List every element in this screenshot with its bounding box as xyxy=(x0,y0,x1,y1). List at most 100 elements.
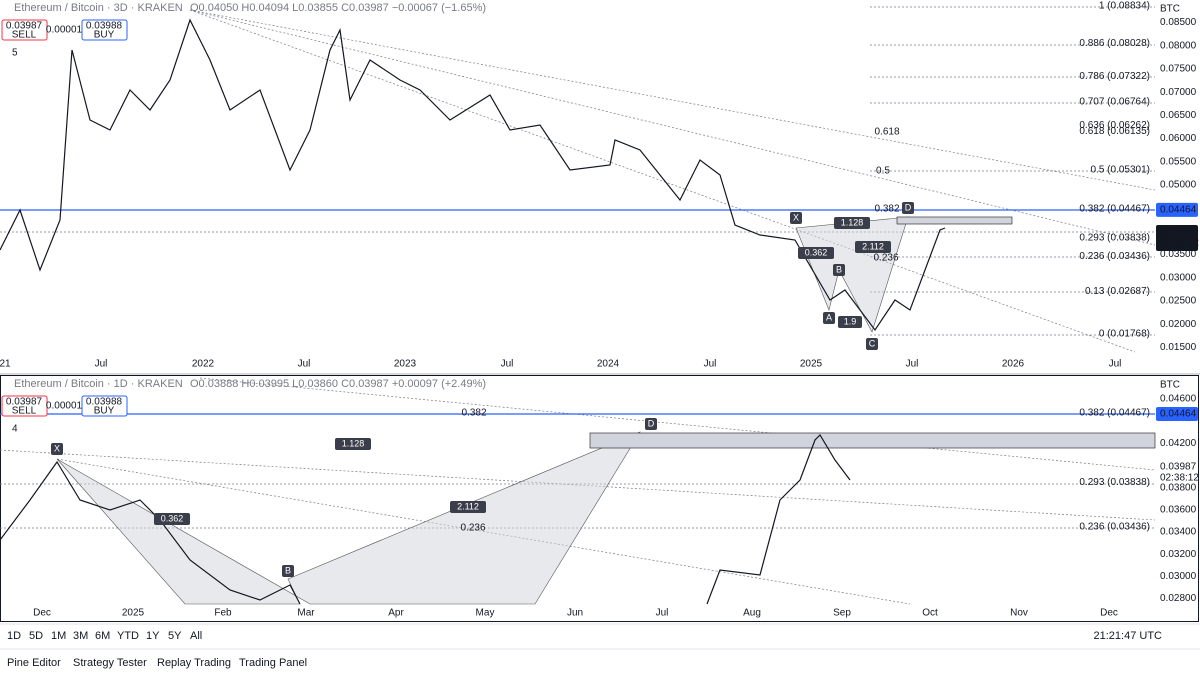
time-tick-label: 2026 xyxy=(1002,359,1025,370)
time-tick-label: Sep xyxy=(833,608,851,619)
pattern-label: C xyxy=(869,338,876,348)
level-price: 0.04464 xyxy=(1160,204,1197,215)
time-tick-label: 2024 xyxy=(597,359,620,370)
ohlc: O0.04050 H0.04094 L0.03855 C0.03987 −0.0… xyxy=(190,2,486,14)
buy-price: 0.03988 xyxy=(86,21,123,32)
bottom-tab[interactable]: Trading Panel xyxy=(239,657,307,669)
pattern-label: 0.236 xyxy=(873,253,898,264)
indicator-count: 5 xyxy=(12,48,18,59)
current-price: 0.03987 xyxy=(1160,227,1197,238)
legend: Ethereum / Bitcoin · 1D · KRAKEN xyxy=(14,378,183,390)
price-tick-label: 0.07500 xyxy=(1160,64,1197,75)
pattern-label: 0.362 xyxy=(805,247,828,257)
fib-label: 0.707 (0.06764) xyxy=(1079,97,1150,108)
range-button[interactable]: 1Y xyxy=(146,630,160,642)
price-tick-label: 0.03000 xyxy=(1160,272,1197,283)
label-box xyxy=(1,395,48,417)
label-box xyxy=(81,19,128,41)
pattern-label: 1.128 xyxy=(841,217,864,227)
time-tick-label: 2022 xyxy=(192,359,215,370)
label-box xyxy=(450,501,486,513)
time-tick-label: Jul xyxy=(906,359,919,370)
spread: 0.00001 xyxy=(46,25,83,36)
price-tick-label: 0.02000 xyxy=(1160,319,1197,330)
buy-button: BUY xyxy=(94,406,115,417)
bottom-tab[interactable]: Pine Editor xyxy=(7,657,61,669)
label-box xyxy=(81,395,128,417)
price-tick-label: 0.02500 xyxy=(1160,296,1197,307)
time-tick-label: Jul xyxy=(704,359,717,370)
label-box xyxy=(838,316,862,328)
bottom-pane-border xyxy=(0,375,1199,622)
pattern-label: 1.9 xyxy=(844,316,857,326)
pattern-label: A xyxy=(826,312,832,322)
time-tick-label: Dec xyxy=(1100,608,1118,619)
label-box xyxy=(1156,202,1198,217)
label-box xyxy=(902,202,914,214)
price-line xyxy=(0,18,946,332)
label-box xyxy=(51,443,63,455)
price-tick-label: 0.02800 xyxy=(1160,593,1197,604)
fib-label: 0.618 (0.06135) xyxy=(1079,126,1150,137)
price-tick-label: 0.08000 xyxy=(1160,40,1197,51)
price-line xyxy=(0,460,301,605)
indicator-count: 4 xyxy=(12,424,18,435)
time-tick-label: Mar xyxy=(297,608,315,619)
time-tick-label: Dec xyxy=(33,608,51,619)
label-box xyxy=(834,217,870,229)
fib-label: 0.382 (0.04467) xyxy=(1079,407,1150,418)
price-tick-label: 0.03000 xyxy=(1160,571,1197,582)
range-button[interactable]: 6M xyxy=(95,630,110,642)
pattern-label: B xyxy=(836,264,842,274)
pattern-label: 2.112 xyxy=(457,501,479,511)
range-button[interactable]: 5Y xyxy=(168,630,182,642)
label-box xyxy=(335,438,371,450)
fib-label: 1 (0.08834) xyxy=(1099,1,1150,12)
fib-label: 0.636 (0.06262) xyxy=(1079,120,1150,131)
pattern-label: 1.128 xyxy=(342,438,365,448)
range-button[interactable]: 1M xyxy=(51,630,66,642)
time-tick-label: Feb xyxy=(214,608,232,619)
range-button[interactable]: 1D xyxy=(7,630,21,642)
legend: Ethereum / Bitcoin · 3D · KRAKEN xyxy=(14,2,183,14)
range-button[interactable]: YTD xyxy=(117,630,139,642)
time-tick-label: 21 xyxy=(0,359,11,370)
pattern-label: 0.618 xyxy=(874,127,899,138)
label-box xyxy=(833,264,845,276)
time-tick-label: Aug xyxy=(743,608,761,619)
pattern-label: X xyxy=(54,443,60,453)
bottom-tab[interactable]: Strategy Tester xyxy=(73,657,147,669)
fib-label: 0.236 (0.03436) xyxy=(1079,251,1150,262)
price-tick-label: 0.04600 xyxy=(1160,394,1197,405)
label-box xyxy=(1156,407,1198,421)
range-button[interactable]: 5D xyxy=(29,630,43,642)
time-tick-label: Jul xyxy=(95,359,108,370)
sell-price: 0.03987 xyxy=(6,21,43,32)
time-tick-label: Jul xyxy=(298,359,311,370)
label-box xyxy=(645,418,657,430)
bottom-tab[interactable]: Replay Trading xyxy=(157,657,231,669)
time-tick-label: Jul xyxy=(1109,359,1122,370)
price-tick-label: 0.03400 xyxy=(1160,527,1197,538)
current-price: 0.03987 xyxy=(1160,462,1197,473)
fib-label: 0.5 (0.05301) xyxy=(1091,165,1151,176)
level-price: 0.04464 xyxy=(1160,409,1197,420)
buy-button: BUY xyxy=(94,30,115,41)
countdown: 02:38:12 xyxy=(1160,473,1199,484)
time-tick-label: Jun xyxy=(567,608,583,619)
currency: BTC xyxy=(1160,380,1180,391)
pattern-label: X xyxy=(793,212,799,222)
price-tick-label: 0.03800 xyxy=(1160,482,1197,493)
range-button[interactable]: 3M xyxy=(73,630,88,642)
price-tick-label: 0.05000 xyxy=(1160,180,1197,191)
fib-label: 0.13 (0.02687) xyxy=(1085,286,1150,297)
pattern-label: 0.236 xyxy=(460,523,485,534)
label-box xyxy=(1,19,48,41)
time-tick-label: 2025 xyxy=(800,359,823,370)
range-button[interactable]: All xyxy=(190,630,202,642)
buy-price: 0.03988 xyxy=(86,397,123,408)
time-tick-label: Nov xyxy=(1010,608,1028,619)
label-box xyxy=(823,312,835,324)
